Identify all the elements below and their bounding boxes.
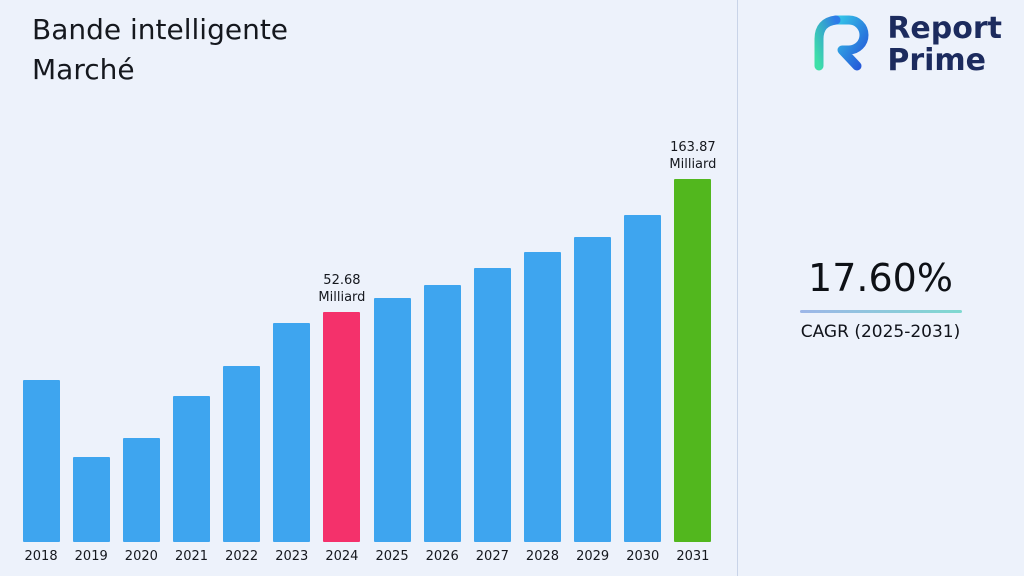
bar-2030 <box>624 215 662 542</box>
bar-2021 <box>172 396 210 542</box>
bar-slot-2026: 2026 <box>417 124 467 564</box>
logo-wordmark-bottom: Prime <box>887 43 986 78</box>
bar-2028 <box>523 252 561 542</box>
bar-2022 <box>223 366 261 542</box>
cagr-label: CAGR (2025-2031) <box>800 322 961 342</box>
bar-slot-2023: 2023 <box>267 124 317 564</box>
cagr-underline <box>799 310 962 313</box>
year-label-2029: 2029 <box>576 549 610 564</box>
bar-2025 <box>373 298 411 542</box>
bar-chart: 2018 2019 2020 2021 2022 2023 52.68 Milliard 20… <box>16 124 718 564</box>
vertical-divider <box>737 0 738 576</box>
bar-2027 <box>473 268 511 542</box>
bar-slot-2029: 2029 <box>568 124 618 564</box>
year-label-2027: 2027 <box>475 549 509 564</box>
bar-2018 <box>22 380 60 542</box>
bar-2020 <box>122 438 160 542</box>
bar-2024 <box>323 312 361 542</box>
year-label-2020: 2020 <box>124 549 158 564</box>
report-prime-logo: Report Prime <box>805 12 1002 78</box>
bar-slot-2027: 2027 <box>467 124 517 564</box>
page-title-line2: Marché <box>32 52 135 86</box>
bar-2029 <box>574 237 612 542</box>
bar-2019 <box>72 457 110 542</box>
bar-slot-2030: 2030 <box>618 124 668 564</box>
year-label-2025: 2025 <box>375 549 409 564</box>
bar-slot-2022: 2022 <box>217 124 267 564</box>
bar-slot-2021: 2021 <box>166 124 216 564</box>
bar-2026 <box>423 285 461 542</box>
bar-slot-2018: 2018 <box>16 124 66 564</box>
year-label-2026: 2026 <box>425 549 459 564</box>
bar-slot-2031: 163.87 Milliard 2031 <box>668 124 718 564</box>
bar-2031 <box>674 179 712 542</box>
year-label-2024: 2024 <box>325 549 359 564</box>
year-label-2023: 2023 <box>275 549 309 564</box>
bar-slot-2025: 2025 <box>367 124 417 564</box>
bar-2023 <box>273 323 311 542</box>
bar-slot-2019: 2019 <box>66 124 116 564</box>
year-label-2030: 2030 <box>626 549 660 564</box>
logo-wordmark-top: Report <box>887 10 1002 46</box>
year-label-2022: 2022 <box>225 549 259 564</box>
report-prime-logo-icon <box>805 12 877 78</box>
page-title-line1: Bande intelligente <box>32 13 289 46</box>
logo-wordmark: Report Prime <box>887 10 1002 78</box>
cagr-panel: 17.60% CAGR (2025-2031) <box>737 256 1024 342</box>
bar-slot-2024: 52.68 Milliard 2024 <box>317 124 367 564</box>
value-label-2031: 163.87 Milliard <box>669 140 717 173</box>
year-label-2031: 2031 <box>676 549 710 564</box>
year-label-2028: 2028 <box>525 549 560 564</box>
page-title: Bande intelligente Marché <box>32 10 288 90</box>
value-label-2024: 52.68 Milliard <box>318 273 366 306</box>
year-label-2019: 2019 <box>74 549 108 564</box>
year-label-2021: 2021 <box>174 549 209 564</box>
year-label-2018: 2018 <box>24 549 58 564</box>
cagr-value: 17.60% <box>808 256 953 300</box>
bar-slot-2028: 2028 <box>517 124 567 564</box>
bar-slot-2020: 2020 <box>116 124 166 564</box>
